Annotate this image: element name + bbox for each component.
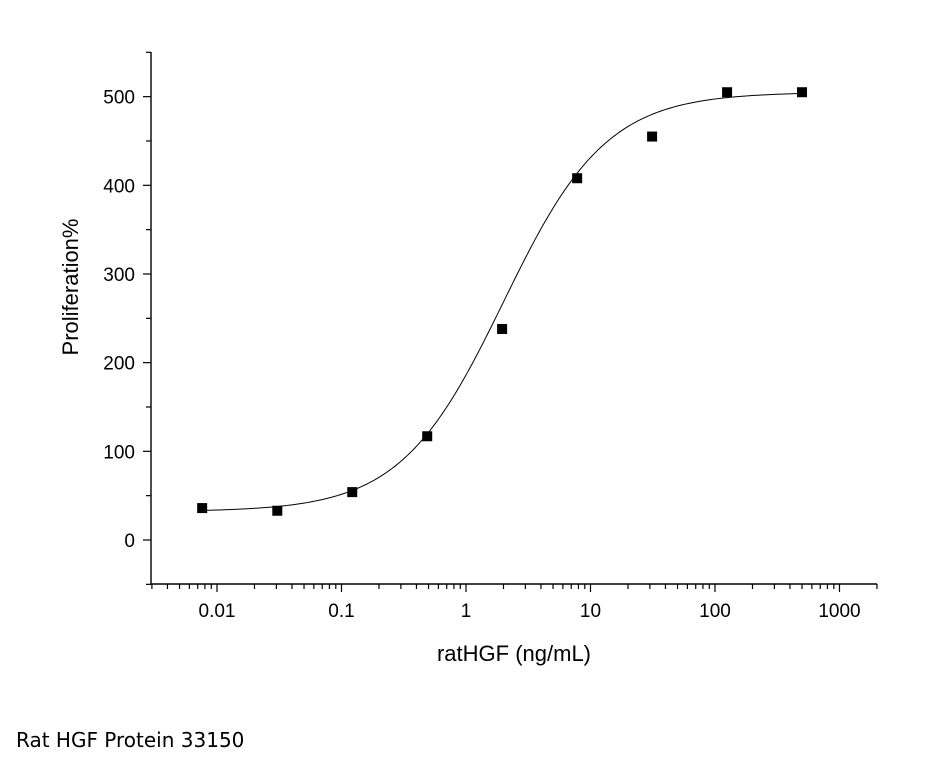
ticks <box>143 51 878 592</box>
y-tick-label: 500 <box>103 88 135 109</box>
y-tick-label: 100 <box>103 442 135 463</box>
y-tick-label: 300 <box>103 265 135 286</box>
data-point <box>647 131 658 142</box>
x-axis-title: ratHGF (ng/mL) <box>437 641 591 666</box>
data-point <box>197 503 208 514</box>
x-tick-label: 100 <box>699 601 731 622</box>
data-point <box>422 431 433 442</box>
tick-labels: 0 100 200 300 400 500 0.01 0.1 1 10 100 1000 <box>103 88 860 622</box>
data-point <box>347 487 358 498</box>
x-tick-label: 0.1 <box>328 601 354 622</box>
data-point <box>497 323 508 334</box>
x-tick-label: 10 <box>580 601 601 622</box>
data-point <box>797 87 808 98</box>
x-tick-label: 1 <box>461 601 472 622</box>
data-point <box>272 505 283 516</box>
fit-curve <box>202 92 803 511</box>
x-tick-label: 0.01 <box>199 601 236 622</box>
x-tick-label: 1000 <box>818 601 860 622</box>
chart: 0 100 200 300 400 500 0.01 0.1 1 10 100 1000 ratHGF… <box>58 51 878 666</box>
data-points <box>197 87 808 516</box>
y-tick-label: 200 <box>103 354 135 375</box>
data-point <box>572 173 583 184</box>
figure-caption: Rat HGF Protein 33150 <box>16 728 245 752</box>
y-tick-label: 400 <box>103 176 135 197</box>
axes <box>150 52 877 585</box>
y-tick-label: 0 <box>124 531 135 552</box>
data-point <box>722 87 733 98</box>
y-axis-title: Proliferation% <box>58 219 83 356</box>
